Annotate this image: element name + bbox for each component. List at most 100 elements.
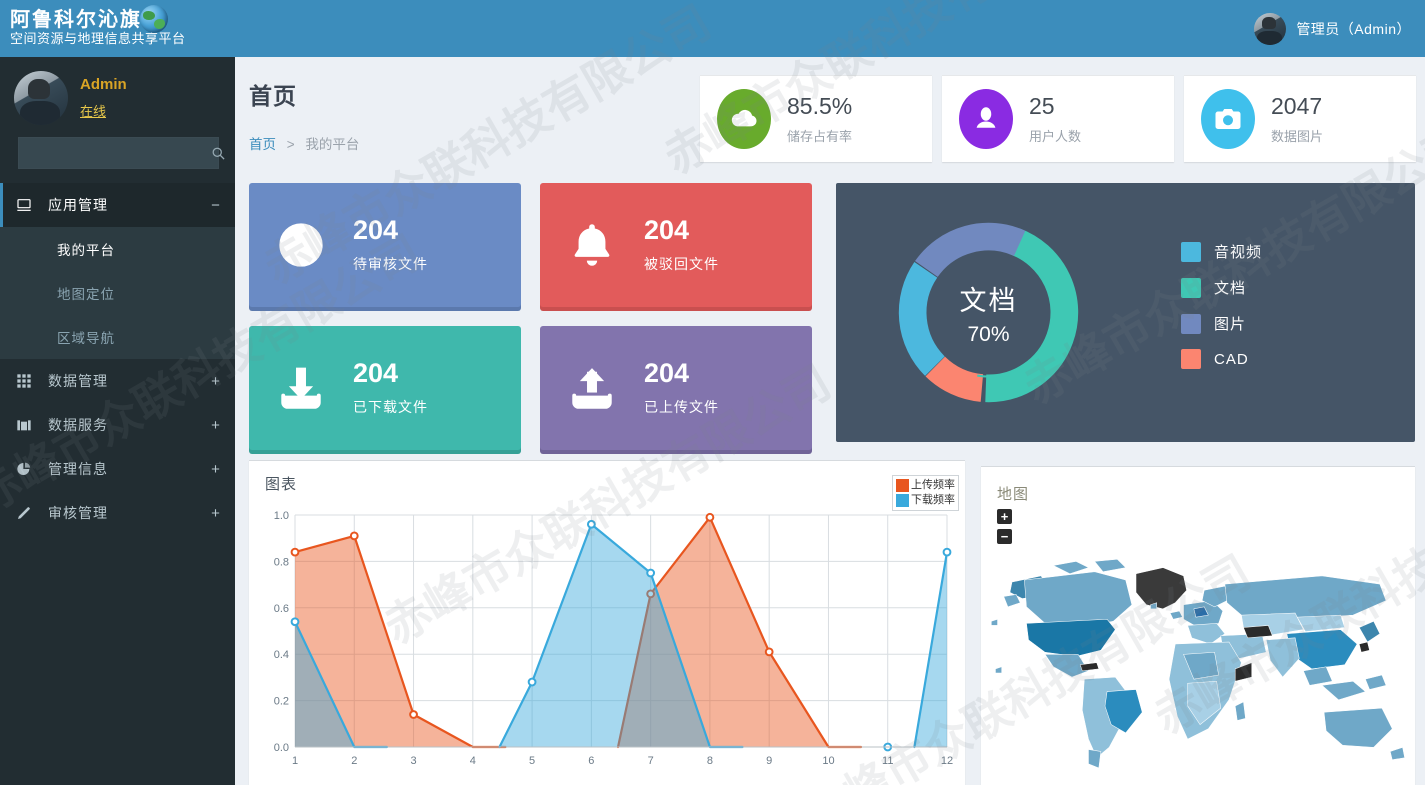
y-tick-label: 0.4 [274,649,289,661]
x-tick-label: 1 [292,755,298,767]
main-content: 首页 首页 > 我的平台 85.5% 储存占有率 [235,57,1425,785]
x-tick-label: 2 [351,755,357,767]
data-point[interactable] [409,710,418,719]
legend-label: 下载频率 [911,494,955,506]
expand-sign[interactable]: + [211,416,221,434]
search-input[interactable] [19,138,211,168]
legend-item-cad[interactable]: CAD [1181,349,1262,369]
data-point[interactable] [646,589,656,599]
bell-icon [540,219,644,271]
legend-label: 上传频率 [911,479,955,491]
tile-value: 204 [353,358,399,389]
tile-uploaded[interactable]: 204 已上传文件 [540,326,812,450]
zoom-in-icon[interactable]: + [997,509,1012,524]
sidebar-subitem-area-nav[interactable]: 区域导航 [57,331,115,346]
data-point[interactable] [290,617,300,627]
breadcrumb: 首页 > 我的平台 [249,133,1403,153]
search-icon[interactable] [211,138,226,168]
sidebar-item-audit-management[interactable]: 审核管理 + [0,491,235,535]
sidebar-item-management-info[interactable]: 管理信息 + [0,447,235,491]
chart-legend-item-upload[interactable]: 上传频率 [896,478,955,493]
legend-swatch [1181,277,1201,298]
header-user-menu[interactable]: 管理员（Admin） [1254,12,1411,45]
legend-item-image[interactable]: 图片 [1181,313,1262,334]
tile-pending-review[interactable]: 204 待审核文件 [249,183,521,307]
pie-icon [16,461,42,477]
data-point[interactable] [942,547,952,557]
cloud-icon [717,89,771,149]
breadcrumb-root[interactable]: 首页 [249,137,276,152]
expand-sign[interactable]: + [211,372,221,390]
legend-swatch [1181,349,1201,369]
legend-label: 音视频 [1214,244,1263,261]
breadcrumb-current: 我的平台 [305,137,360,152]
stat-value: 25 [1029,93,1055,120]
data-point[interactable] [349,531,359,541]
expand-sign[interactable]: + [211,460,221,478]
data-point[interactable] [705,512,715,522]
brand-name: 阿鲁科尔沁旗 [10,8,142,31]
chart-legend-item-download[interactable]: 下载频率 [896,493,955,508]
donut-chart: 文档 70% [886,210,1091,415]
sidebar-item-label: 管理信息 [48,461,108,477]
world-map[interactable] [981,519,1415,785]
y-tick-label: 0.6 [274,603,289,615]
x-tick-label: 5 [529,755,535,767]
collapse-sign[interactable]: − [211,196,221,214]
avatar [14,71,68,125]
tile-label: 已下载文件 [353,398,428,415]
globe-icon [140,5,168,33]
avatar [1254,12,1287,45]
expand-sign[interactable]: + [211,504,221,522]
data-point[interactable] [527,677,537,687]
data-point[interactable] [646,568,656,578]
x-tick-label: 10 [822,755,834,767]
download-icon [249,362,353,414]
sidebar-item-data-management[interactable]: 数据管理 + [0,359,235,403]
area-chart: 0.0 0.2 0.4 0.6 0.8 1.0 1 2 3 4 5 6 7 8 9 10 11 12 [265,507,955,777]
sidebar-subitem-my-platform[interactable]: 我的平台 [57,243,115,258]
tile-downloaded[interactable]: 204 已下载文件 [249,326,521,450]
stat-card-images[interactable]: 2047 数据图片 [1184,75,1416,162]
legend-swatch [896,494,909,507]
sidebar: 阿鲁科尔沁旗 空间资源与地理信息共享平台 Admin 在线 [0,0,235,785]
data-point[interactable] [290,547,300,557]
tile-label: 被驳回文件 [644,255,719,272]
stat-card-storage[interactable]: 85.5% 储存占有率 [700,75,932,162]
sidebar-item-label: 应用管理 [48,197,108,213]
sidebar-menu: 应用管理 − 我的平台 地图定位 区域导航 数据管理 + [0,183,235,535]
y-tick-label: 0.0 [274,742,289,754]
zoom-out-icon[interactable]: − [997,529,1012,544]
legend-item-audio-video[interactable]: 音视频 [1181,241,1262,262]
y-tick-label: 1.0 [274,510,289,522]
user-icon [959,89,1013,149]
legend-label: 图片 [1214,316,1247,333]
brand-logo[interactable]: 阿鲁科尔沁旗 空间资源与地理信息共享平台 [0,0,235,57]
sidebar-item-app-management[interactable]: 应用管理 − 我的平台 地图定位 区域导航 [0,183,235,359]
chart-legend: 上传频率 下载频率 [892,475,959,511]
sidebar-subitem-map-locate[interactable]: 地图定位 [57,287,115,302]
tile-value: 204 [644,358,690,389]
series-area-0 [618,517,862,747]
x-tick-label: 12 [941,755,953,767]
data-point[interactable] [586,519,596,529]
top-header: 管理员（Admin） [235,0,1425,57]
stat-label: 数据图片 [1271,128,1324,144]
clock-icon [249,219,353,271]
grid-icon [16,373,42,389]
series-line-1 [913,551,949,749]
x-tick-label: 9 [766,755,772,767]
legend-item-document[interactable]: 文档 [1181,277,1262,298]
tile-row: 204 待审核文件 204 被驳回文件 [249,183,824,450]
tile-rejected[interactable]: 204 被驳回文件 [540,183,812,307]
brand-subtitle: 空间资源与地理信息共享平台 [10,30,186,46]
header-user-label: 管理员（Admin） [1296,20,1411,37]
data-point[interactable] [764,647,774,657]
donut-legend: 音视频 文档 图片 CAD [1181,241,1262,384]
tile-value: 204 [644,215,690,246]
stat-card-users[interactable]: 25 用户人数 [942,75,1174,162]
briefcase-icon [16,417,42,433]
x-tick-label: 11 [882,755,893,767]
sidebar-item-data-service[interactable]: 数据服务 + [0,403,235,447]
x-tick-label: 8 [707,755,713,767]
